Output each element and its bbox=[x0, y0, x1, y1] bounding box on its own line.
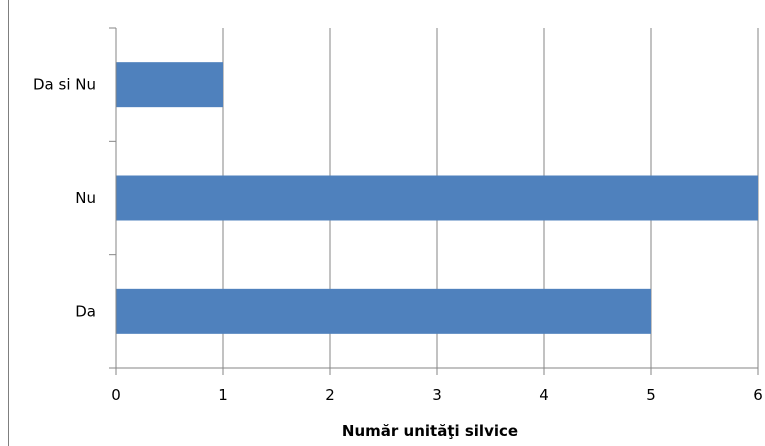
x-tick-label: 6 bbox=[753, 386, 763, 404]
category-label: Da bbox=[75, 302, 96, 320]
x-axis-title: Număr unităţi silvice bbox=[342, 422, 518, 440]
x-tick-label: 2 bbox=[325, 386, 335, 404]
bar-da bbox=[116, 289, 651, 334]
x-tick-label: 4 bbox=[539, 386, 549, 404]
category-label: Nu bbox=[75, 189, 96, 207]
x-tick-label: 3 bbox=[432, 386, 442, 404]
x-tick-label: 5 bbox=[646, 386, 656, 404]
x-tick-label: 1 bbox=[218, 386, 228, 404]
axis-labels: 0 1 2 3 4 5 6 Da si Nu Nu Da bbox=[33, 76, 763, 404]
x-tick-label: 0 bbox=[111, 386, 121, 404]
bar-da-si-nu bbox=[116, 62, 223, 107]
bar-nu bbox=[116, 176, 758, 221]
category-label: Da si Nu bbox=[33, 76, 96, 94]
